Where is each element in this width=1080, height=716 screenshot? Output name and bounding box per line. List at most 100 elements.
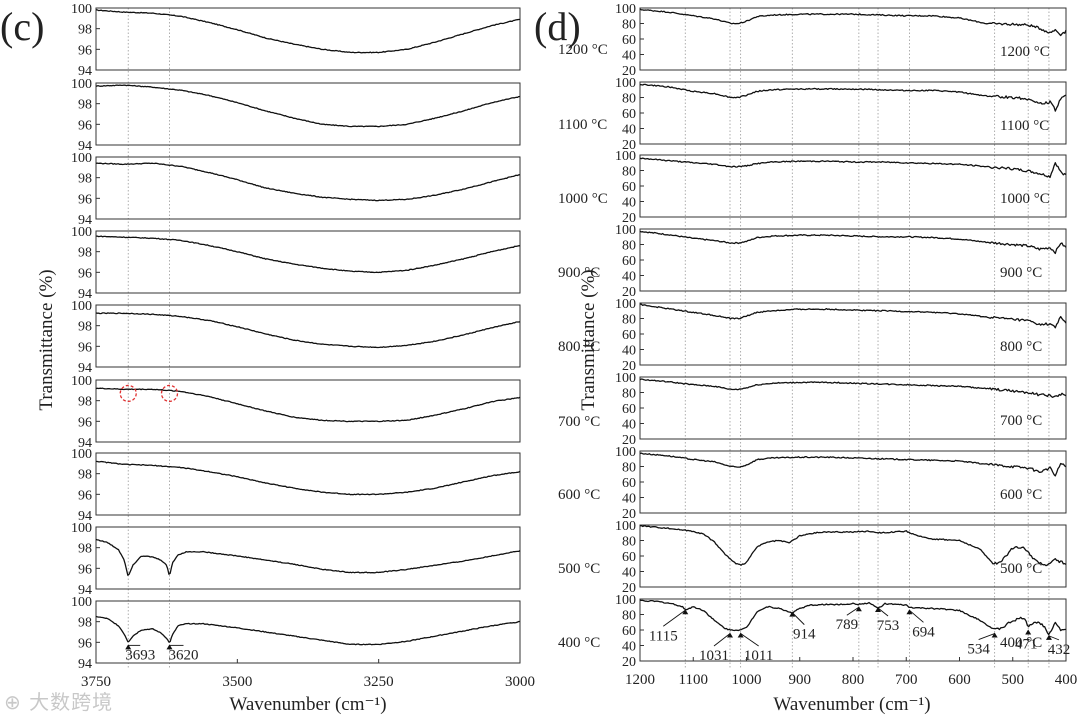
y-tick-label: 40 — [622, 418, 636, 433]
y-tick-label: 98 — [78, 98, 92, 113]
subplot-frame — [639, 376, 1067, 440]
y-tick-label: 98 — [78, 542, 92, 557]
marked-region-circle — [119, 384, 137, 403]
y-tick-label: 60 — [622, 624, 636, 639]
y-tick-label: 100 — [615, 149, 636, 164]
spectrum-line-500C — [639, 524, 1067, 567]
peak-label: 432 — [1048, 642, 1071, 658]
spectrum-line-1100C — [640, 83, 1067, 112]
peak-label: 534 — [967, 642, 990, 658]
y-tick-label: 96 — [78, 488, 92, 503]
series-label: 800 °C — [1000, 339, 1042, 355]
series-label: 700 °C — [1000, 413, 1042, 429]
peak-arrow — [846, 606, 860, 616]
marked-region-circle — [160, 384, 179, 403]
y-tick-label: 60 — [622, 33, 636, 48]
peak-label: 1031 — [699, 648, 729, 664]
x-tick-label: 900 — [789, 672, 812, 688]
y-tick-label: 60 — [622, 550, 636, 565]
y-tick-label: 96 — [78, 266, 92, 281]
peak-label: 914 — [793, 627, 816, 643]
spectrum-line-800C — [95, 312, 521, 349]
subplot-1000C: 94 96 98 100 1000 °C — [71, 151, 608, 228]
y-tick-label: 94 — [78, 583, 92, 598]
y-tick-label: 100 — [615, 297, 636, 312]
peak-label: 1011 — [744, 648, 773, 664]
peak-arrow — [877, 607, 889, 617]
peak-arrow — [1048, 635, 1060, 641]
y-tick-label: 98 — [78, 395, 92, 410]
x-tick-label: 600 — [948, 672, 971, 688]
peak-arrowhead — [1045, 634, 1052, 640]
subplot-frame — [95, 7, 521, 71]
spectrum-line-600C — [639, 452, 1067, 477]
subplot-frame — [95, 82, 521, 146]
peak-arrowhead — [1025, 629, 1032, 635]
y-tick-label: 80 — [622, 535, 636, 550]
subplot-frame — [95, 230, 521, 294]
y-tick-label: 40 — [622, 196, 636, 211]
series-label: 1000 °C — [1000, 191, 1050, 207]
y-tick-label: 60 — [622, 254, 636, 269]
y-tick-label: 60 — [622, 180, 636, 195]
y-tick-label: 40 — [622, 492, 636, 507]
y-tick-label: 60 — [622, 107, 636, 122]
spectrum-line-700C — [95, 387, 521, 423]
y-tick-label: 20 — [622, 655, 636, 670]
y-tick-label: 100 — [71, 225, 92, 240]
peak-arrowhead — [682, 609, 689, 615]
y-tick-label: 94 — [78, 361, 92, 376]
y-tick-label: 100 — [615, 519, 636, 534]
subplot-500C: 94 96 98 100 500 °C — [71, 521, 600, 598]
series-label: 800 °C — [558, 339, 600, 355]
y-tick-label: 94 — [78, 64, 92, 79]
y-tick-label: 100 — [615, 2, 636, 17]
series-label: 600 °C — [558, 487, 600, 503]
y-tick-label: 96 — [78, 562, 92, 577]
peak-arrow — [740, 633, 759, 647]
y-tick-label: 20 — [622, 359, 636, 374]
y-tick-label: 98 — [78, 246, 92, 261]
y-tick-label: 40 — [622, 640, 636, 655]
peak-arrowhead — [906, 609, 913, 615]
peak-label: 1115 — [649, 628, 678, 644]
y-tick-label: 94 — [78, 436, 92, 451]
y-tick-label: 96 — [78, 118, 92, 133]
spectrum-line-1000C — [95, 162, 521, 202]
y-tick-label: 80 — [622, 18, 636, 33]
subplot-900C: 94 96 98 100 900 °C — [71, 225, 600, 302]
y-tick-label: 96 — [78, 340, 92, 355]
x-axis-label: Wavenumber (cm⁻¹) — [773, 694, 930, 715]
x-tick-label: 3000 — [505, 674, 535, 690]
y-tick-label: 100 — [71, 374, 92, 389]
subplot-400C: 94 96 98 100 400 °C — [71, 595, 600, 672]
x-tick-label: 3750 — [81, 674, 111, 690]
y-axis-label: Transmittance (%) — [36, 269, 57, 410]
y-tick-label: 100 — [71, 2, 92, 17]
y-tick-label: 60 — [622, 402, 636, 417]
peak-label: 694 — [912, 624, 935, 640]
y-tick-label: 20 — [622, 581, 636, 596]
peak-arrow — [713, 633, 731, 647]
peak-arrowhead — [726, 632, 733, 638]
y-tick-label: 100 — [71, 521, 92, 536]
x-tick-label: 700 — [895, 672, 918, 688]
series-label: 1100 °C — [558, 117, 607, 133]
peak-arrow — [909, 609, 924, 623]
series-label: 700 °C — [558, 414, 600, 430]
y-tick-label: 96 — [78, 415, 92, 430]
y-tick-label: 80 — [622, 92, 636, 107]
spectrum-line-600C — [95, 460, 521, 496]
y-tick-label: 96 — [78, 636, 92, 651]
y-tick-label: 94 — [78, 139, 92, 154]
y-tick-label: 60 — [622, 476, 636, 491]
subplot-frame — [639, 81, 1067, 145]
subplot-frame — [639, 228, 1067, 292]
y-tick-label: 40 — [622, 49, 636, 64]
